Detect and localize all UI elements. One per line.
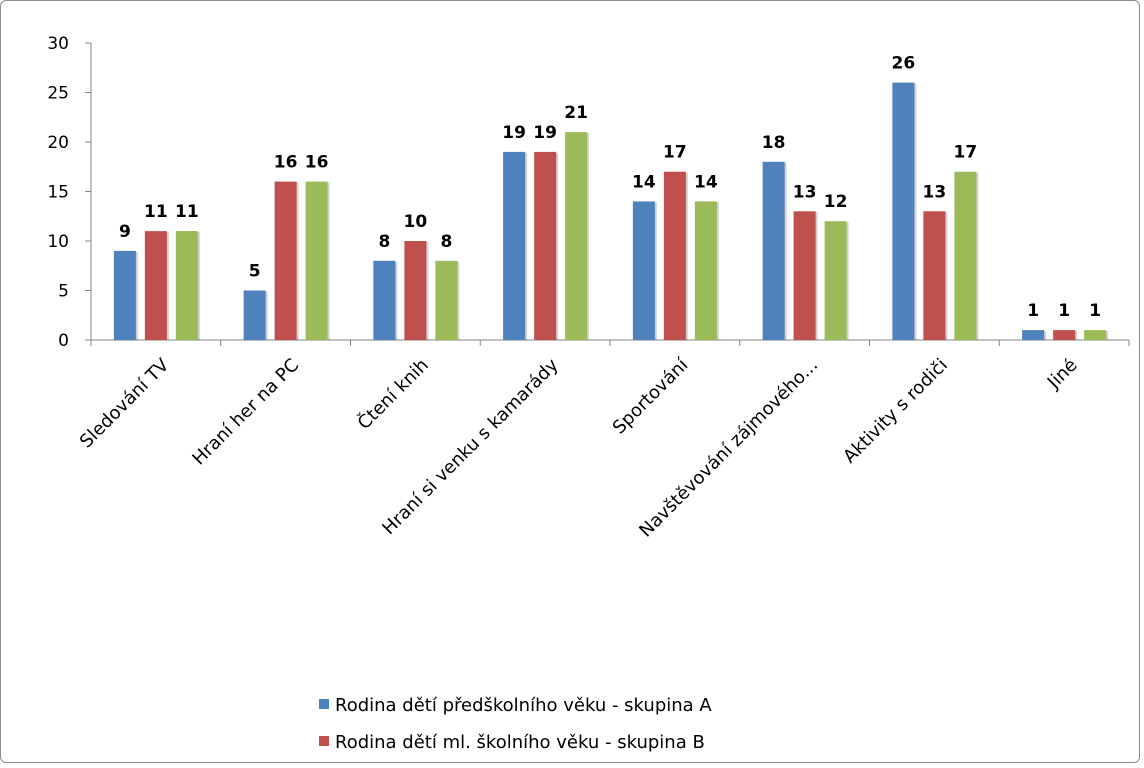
bar (793, 211, 816, 340)
bar (243, 290, 266, 340)
legend-swatch (319, 736, 329, 746)
data-label: 14 (694, 172, 718, 192)
legend: Rodina dětí předškolního věku - skupina … (319, 695, 712, 753)
bar (824, 221, 847, 340)
bar (274, 181, 297, 340)
legend-swatch (319, 699, 329, 709)
bar (565, 132, 588, 340)
bar (694, 201, 717, 340)
bars (113, 82, 1109, 340)
y-tick-label: 0 (58, 331, 69, 351)
category-label: Čtení knih (353, 354, 433, 434)
y-axis: 0 5 10 15 20 25 30 (47, 34, 92, 351)
data-label: 10 (404, 212, 428, 232)
bar (1053, 330, 1076, 340)
data-label: 17 (954, 143, 978, 163)
bar (144, 231, 167, 340)
data-label: 8 (440, 232, 452, 252)
x-axis (90, 339, 1130, 346)
legend-label: Rodina dětí ml. školního věku - skupina … (335, 732, 705, 753)
data-label: 17 (663, 143, 687, 163)
data-label: 19 (533, 123, 557, 143)
data-label: 5 (249, 262, 261, 282)
data-label: 16 (274, 153, 298, 173)
bar (113, 250, 136, 340)
legend-label: Rodina dětí předškolního věku - skupina … (335, 695, 712, 716)
bar (762, 161, 785, 340)
data-label: 9 (119, 222, 131, 242)
data-label: 16 (305, 153, 329, 173)
bar (503, 151, 526, 340)
bar (373, 260, 396, 340)
data-label: 13 (923, 182, 947, 202)
category-label: Sportování (609, 354, 693, 438)
category-label: Aktivity s rodiči (839, 355, 952, 468)
bar (1084, 330, 1107, 340)
category-label: Hraní her na PC (188, 355, 303, 470)
data-label: 11 (175, 202, 199, 222)
category-label: Jiné (1043, 355, 1082, 394)
y-tick-label: 5 (58, 282, 69, 302)
bar (305, 181, 328, 340)
data-label: 26 (892, 54, 916, 74)
y-tick-label: 15 (47, 183, 69, 203)
data-label: 12 (824, 192, 848, 212)
data-label: 8 (378, 232, 390, 252)
category-label: Sledování TV (76, 354, 174, 452)
data-label: 19 (502, 123, 526, 143)
bar (923, 211, 946, 340)
category-labels: Sledování TV Hraní her na PC Čtení knihHra… (76, 354, 1082, 542)
data-label: 13 (793, 182, 817, 202)
bar (175, 231, 198, 340)
bar (404, 241, 427, 340)
bar (435, 260, 458, 340)
y-tick-label: 30 (47, 34, 69, 54)
data-label: 14 (632, 172, 656, 192)
bar (663, 171, 686, 340)
bar (892, 82, 915, 340)
data-label: 1 (1058, 301, 1070, 321)
data-label: 18 (762, 133, 786, 153)
bar (632, 201, 655, 340)
data-label: 1 (1089, 301, 1101, 321)
bar (954, 171, 977, 340)
y-tick-label: 10 (47, 232, 69, 252)
y-tick-label: 20 (47, 133, 69, 153)
bar (534, 151, 557, 340)
data-label: 1 (1027, 301, 1039, 321)
data-label: 21 (564, 103, 588, 123)
y-tick-label: 25 (47, 84, 69, 104)
data-label: 11 (144, 202, 168, 222)
bar (1022, 330, 1045, 340)
